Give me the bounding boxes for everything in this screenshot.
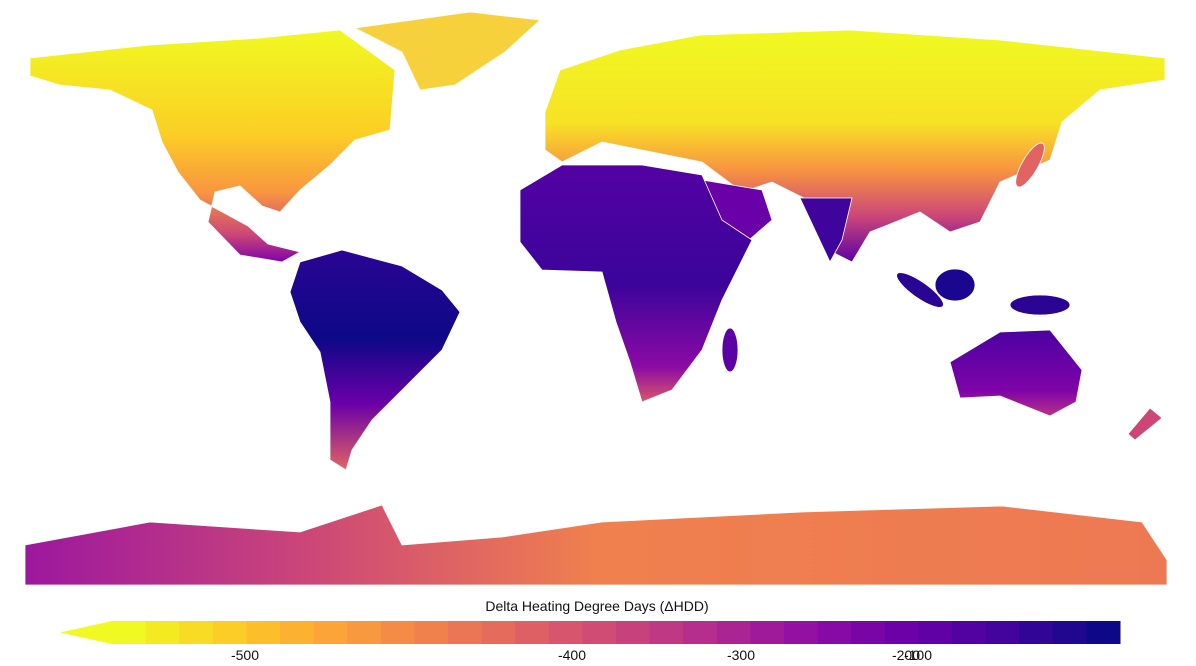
colorbar-bin — [380, 621, 415, 644]
sumatra — [896, 272, 944, 308]
africa — [519, 164, 753, 403]
colorbar-bin — [817, 621, 852, 644]
colorbar: -500 -400 -300 -200-100 — [60, 621, 1121, 663]
australia — [949, 329, 1083, 417]
colorbar-bin — [515, 621, 550, 644]
colorbar-bin — [448, 621, 483, 644]
eurasia — [544, 29, 1166, 263]
south-america — [289, 249, 461, 471]
colorbar-bin — [145, 621, 180, 644]
colorbar-bin — [1086, 621, 1121, 644]
colorbar-bin — [616, 621, 651, 644]
continents — [24, 11, 1168, 586]
colorbar-tick-label: -100 — [904, 647, 932, 663]
borneo — [934, 268, 976, 302]
colorbar-bin — [649, 621, 684, 644]
colorbar-bin — [851, 621, 886, 644]
colorbar-bin — [313, 621, 348, 644]
colorbar-bin — [179, 621, 214, 644]
new-zealand — [1127, 407, 1163, 441]
north-america — [29, 29, 396, 263]
colorbar-bin — [112, 621, 147, 644]
colorbar-arrow — [60, 621, 112, 644]
colorbar-bin — [716, 621, 751, 644]
colorbar-bin — [918, 621, 953, 644]
colorbar-bin — [952, 621, 987, 644]
madagascar — [721, 327, 739, 373]
colorbar-bin — [582, 621, 617, 644]
colorbar-bin — [784, 621, 819, 644]
colorbar-bin — [414, 621, 449, 644]
india — [799, 197, 853, 263]
colorbar-bin — [1052, 621, 1087, 644]
colorbar-bin — [683, 621, 718, 644]
colorbar-bin — [1019, 621, 1054, 644]
colorbar-bin — [280, 621, 315, 644]
colorbar-bin — [884, 621, 919, 644]
colorbar-bin — [347, 621, 382, 644]
colorbar-tick-label: -300 — [727, 647, 755, 663]
colorbar-bin — [212, 621, 247, 644]
greenland — [353, 11, 541, 91]
colorbar-tick-label: -500 — [231, 647, 259, 663]
colorbar-tick-label: -400 — [558, 647, 586, 663]
japan — [1015, 142, 1045, 188]
colorbar-bin — [481, 621, 516, 644]
colorbar-bin — [985, 621, 1020, 644]
legend-title: Delta Heating Degree Days (ΔHDD) — [485, 598, 708, 614]
colorbar-bin — [548, 621, 583, 644]
antarctica — [24, 504, 1168, 586]
colorbar-tick-label: -200 — [892, 647, 920, 663]
colorbar-bin — [246, 621, 281, 644]
colorbar-bin — [750, 621, 785, 644]
new-guinea — [1009, 294, 1071, 316]
